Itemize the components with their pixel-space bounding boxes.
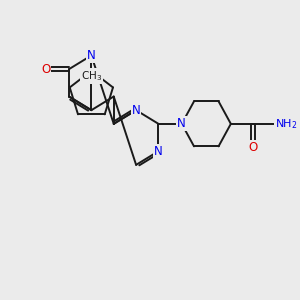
Text: O: O [41, 63, 50, 76]
Text: NH$_2$: NH$_2$ [275, 117, 297, 131]
Text: O: O [248, 141, 257, 154]
Text: N: N [154, 145, 163, 158]
Text: N: N [87, 49, 96, 62]
Text: CH$_3$: CH$_3$ [81, 69, 102, 83]
Text: N: N [177, 117, 186, 130]
Text: N: N [132, 104, 140, 117]
